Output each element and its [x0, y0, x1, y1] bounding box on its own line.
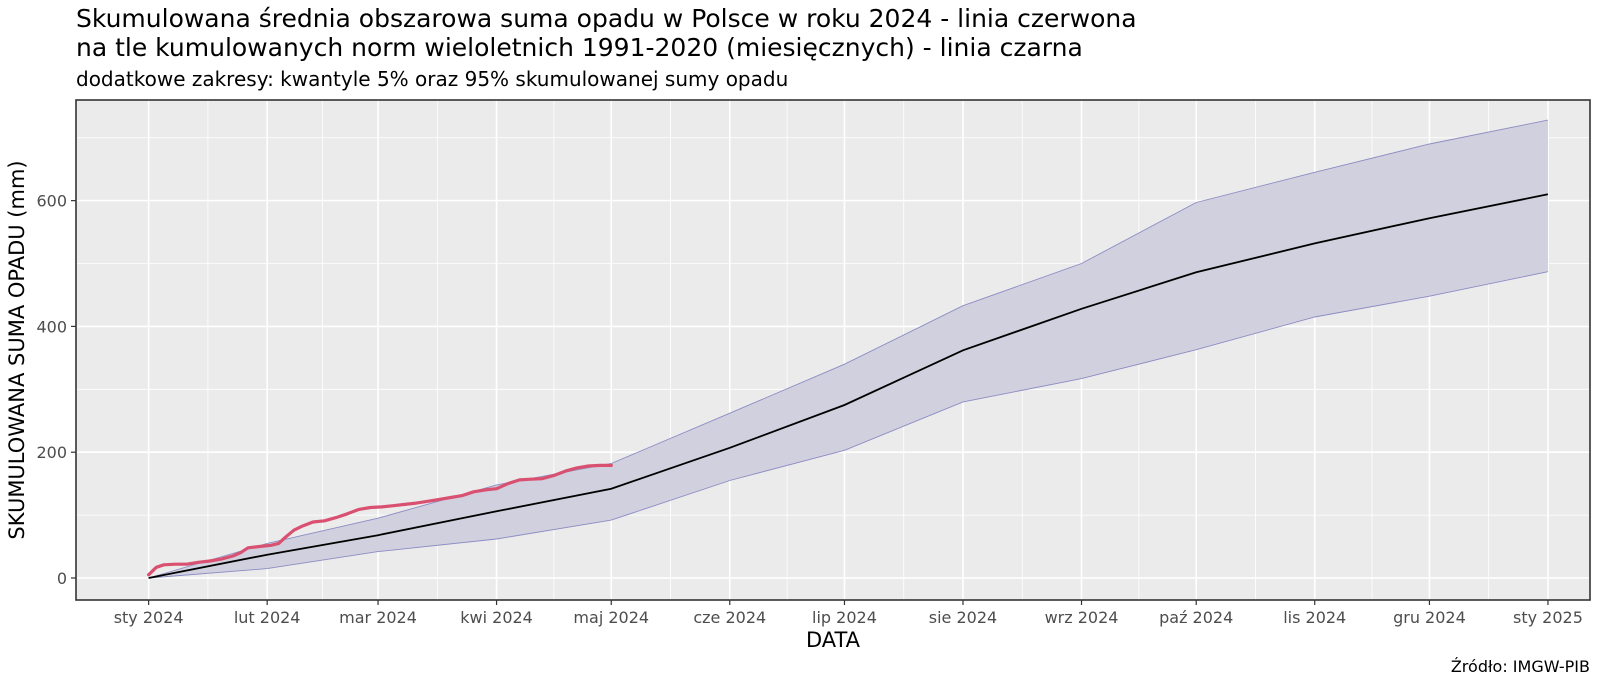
x-tick-label: kwi 2024 — [460, 608, 533, 627]
quantile-band-area — [148, 120, 1548, 578]
x-tick-label: sty 2024 — [114, 608, 184, 627]
x-tick-label: wrz 2024 — [1045, 608, 1119, 627]
y-tick-label: 200 — [36, 443, 67, 462]
axes: 0 200 400 600 sty 2024 lut 2024 mar 2024 kwi 20… — [36, 192, 1582, 627]
x-tick-label: cze 2024 — [693, 608, 766, 627]
y-tick-label: 0 — [57, 569, 67, 588]
quantile-band — [148, 119, 1548, 579]
x-tick-label: gru 2024 — [1393, 608, 1466, 627]
x-tick-label: mar 2024 — [339, 608, 417, 627]
x-tick-label: lis 2024 — [1283, 608, 1346, 627]
x-tick-label: maj 2024 — [573, 608, 649, 627]
x-tick-label: lut 2024 — [234, 608, 301, 627]
plot-border — [75, 99, 1591, 601]
chart-subtitle: dodatkowe zakresy: kwantyle 5% oraz 95% … — [76, 67, 789, 91]
x-axis-title: DATA — [806, 628, 861, 652]
chart-title-line-2: na tle kumulowanych norm wieloletnich 19… — [76, 33, 1083, 62]
quantile-5-line — [148, 271, 1548, 579]
chart-title-line-1: Skumulowana średnia obszarowa suma opadu… — [76, 4, 1137, 33]
x-tick-label: sty 2025 — [1513, 608, 1583, 627]
y-axis-title: SKUMULOWANA SUMA OPADU (mm) — [5, 160, 29, 539]
source-caption: Źródło: IMGW-PIB — [1450, 657, 1590, 676]
y-tick-label: 400 — [36, 317, 67, 336]
x-tick-label: sie 2024 — [929, 608, 997, 627]
quantile-95-line — [148, 119, 1548, 579]
y-tick-label: 600 — [36, 192, 67, 211]
norm-line — [148, 193, 1549, 579]
precipitation-2024-line — [147, 463, 613, 577]
x-tick-label: paź 2024 — [1159, 608, 1233, 627]
x-tick-label: lip 2024 — [812, 608, 877, 627]
series-lines — [147, 193, 1549, 579]
